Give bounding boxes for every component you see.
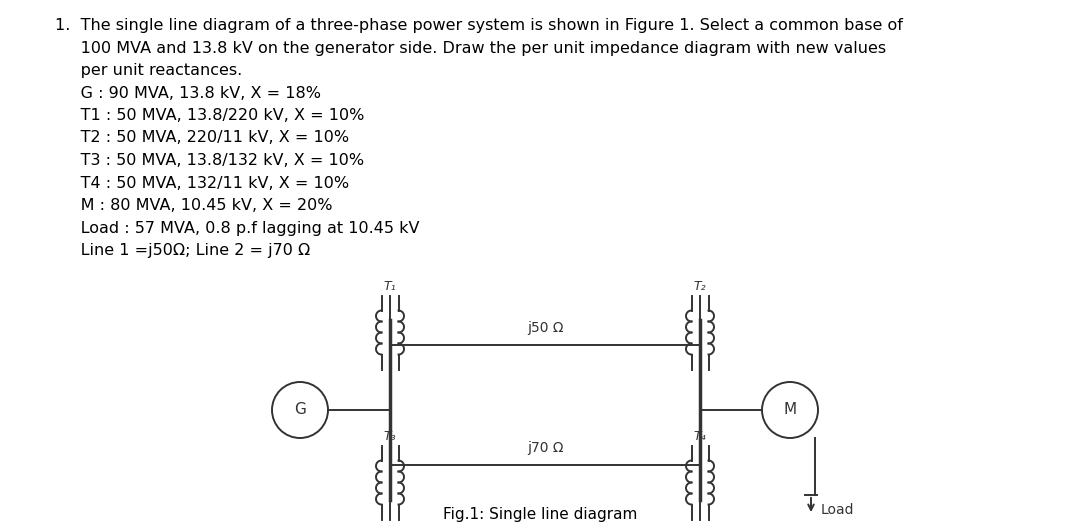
Text: T3 : 50 MVA, 13.8/132 kV, X = 10%: T3 : 50 MVA, 13.8/132 kV, X = 10%: [55, 153, 364, 168]
Text: T1 : 50 MVA, 13.8/220 kV, X = 10%: T1 : 50 MVA, 13.8/220 kV, X = 10%: [55, 108, 364, 123]
Text: per unit reactances.: per unit reactances.: [55, 63, 242, 78]
Text: 100 MVA and 13.8 kV on the generator side. Draw the per unit impedance diagram w: 100 MVA and 13.8 kV on the generator sid…: [55, 41, 886, 56]
Text: G : 90 MVA, 13.8 kV, X = 18%: G : 90 MVA, 13.8 kV, X = 18%: [55, 86, 321, 100]
Text: M : 80 MVA, 10.45 kV, X = 20%: M : 80 MVA, 10.45 kV, X = 20%: [55, 198, 333, 213]
Text: T₄: T₄: [693, 430, 706, 442]
Text: Load : 57 MVA, 0.8 p.f lagging at 10.45 kV: Load : 57 MVA, 0.8 p.f lagging at 10.45 …: [55, 220, 419, 236]
Text: Line 1 =j50Ω; Line 2 = j70 Ω: Line 1 =j50Ω; Line 2 = j70 Ω: [55, 243, 310, 258]
Text: 1.  The single line diagram of a three-phase power system is shown in Figure 1. : 1. The single line diagram of a three-ph…: [55, 18, 903, 33]
Text: T₃: T₃: [383, 430, 396, 442]
Text: M: M: [783, 402, 797, 418]
Text: Load: Load: [821, 503, 854, 517]
Text: G: G: [294, 402, 306, 418]
Text: j70 Ω: j70 Ω: [527, 441, 564, 455]
Text: T₁: T₁: [383, 279, 396, 292]
Text: T4 : 50 MVA, 132/11 kV, X = 10%: T4 : 50 MVA, 132/11 kV, X = 10%: [55, 176, 349, 190]
Text: T2 : 50 MVA, 220/11 kV, X = 10%: T2 : 50 MVA, 220/11 kV, X = 10%: [55, 130, 349, 146]
Text: Fig.1: Single line diagram: Fig.1: Single line diagram: [443, 507, 637, 522]
Text: T₂: T₂: [693, 279, 706, 292]
Text: j50 Ω: j50 Ω: [527, 321, 564, 335]
